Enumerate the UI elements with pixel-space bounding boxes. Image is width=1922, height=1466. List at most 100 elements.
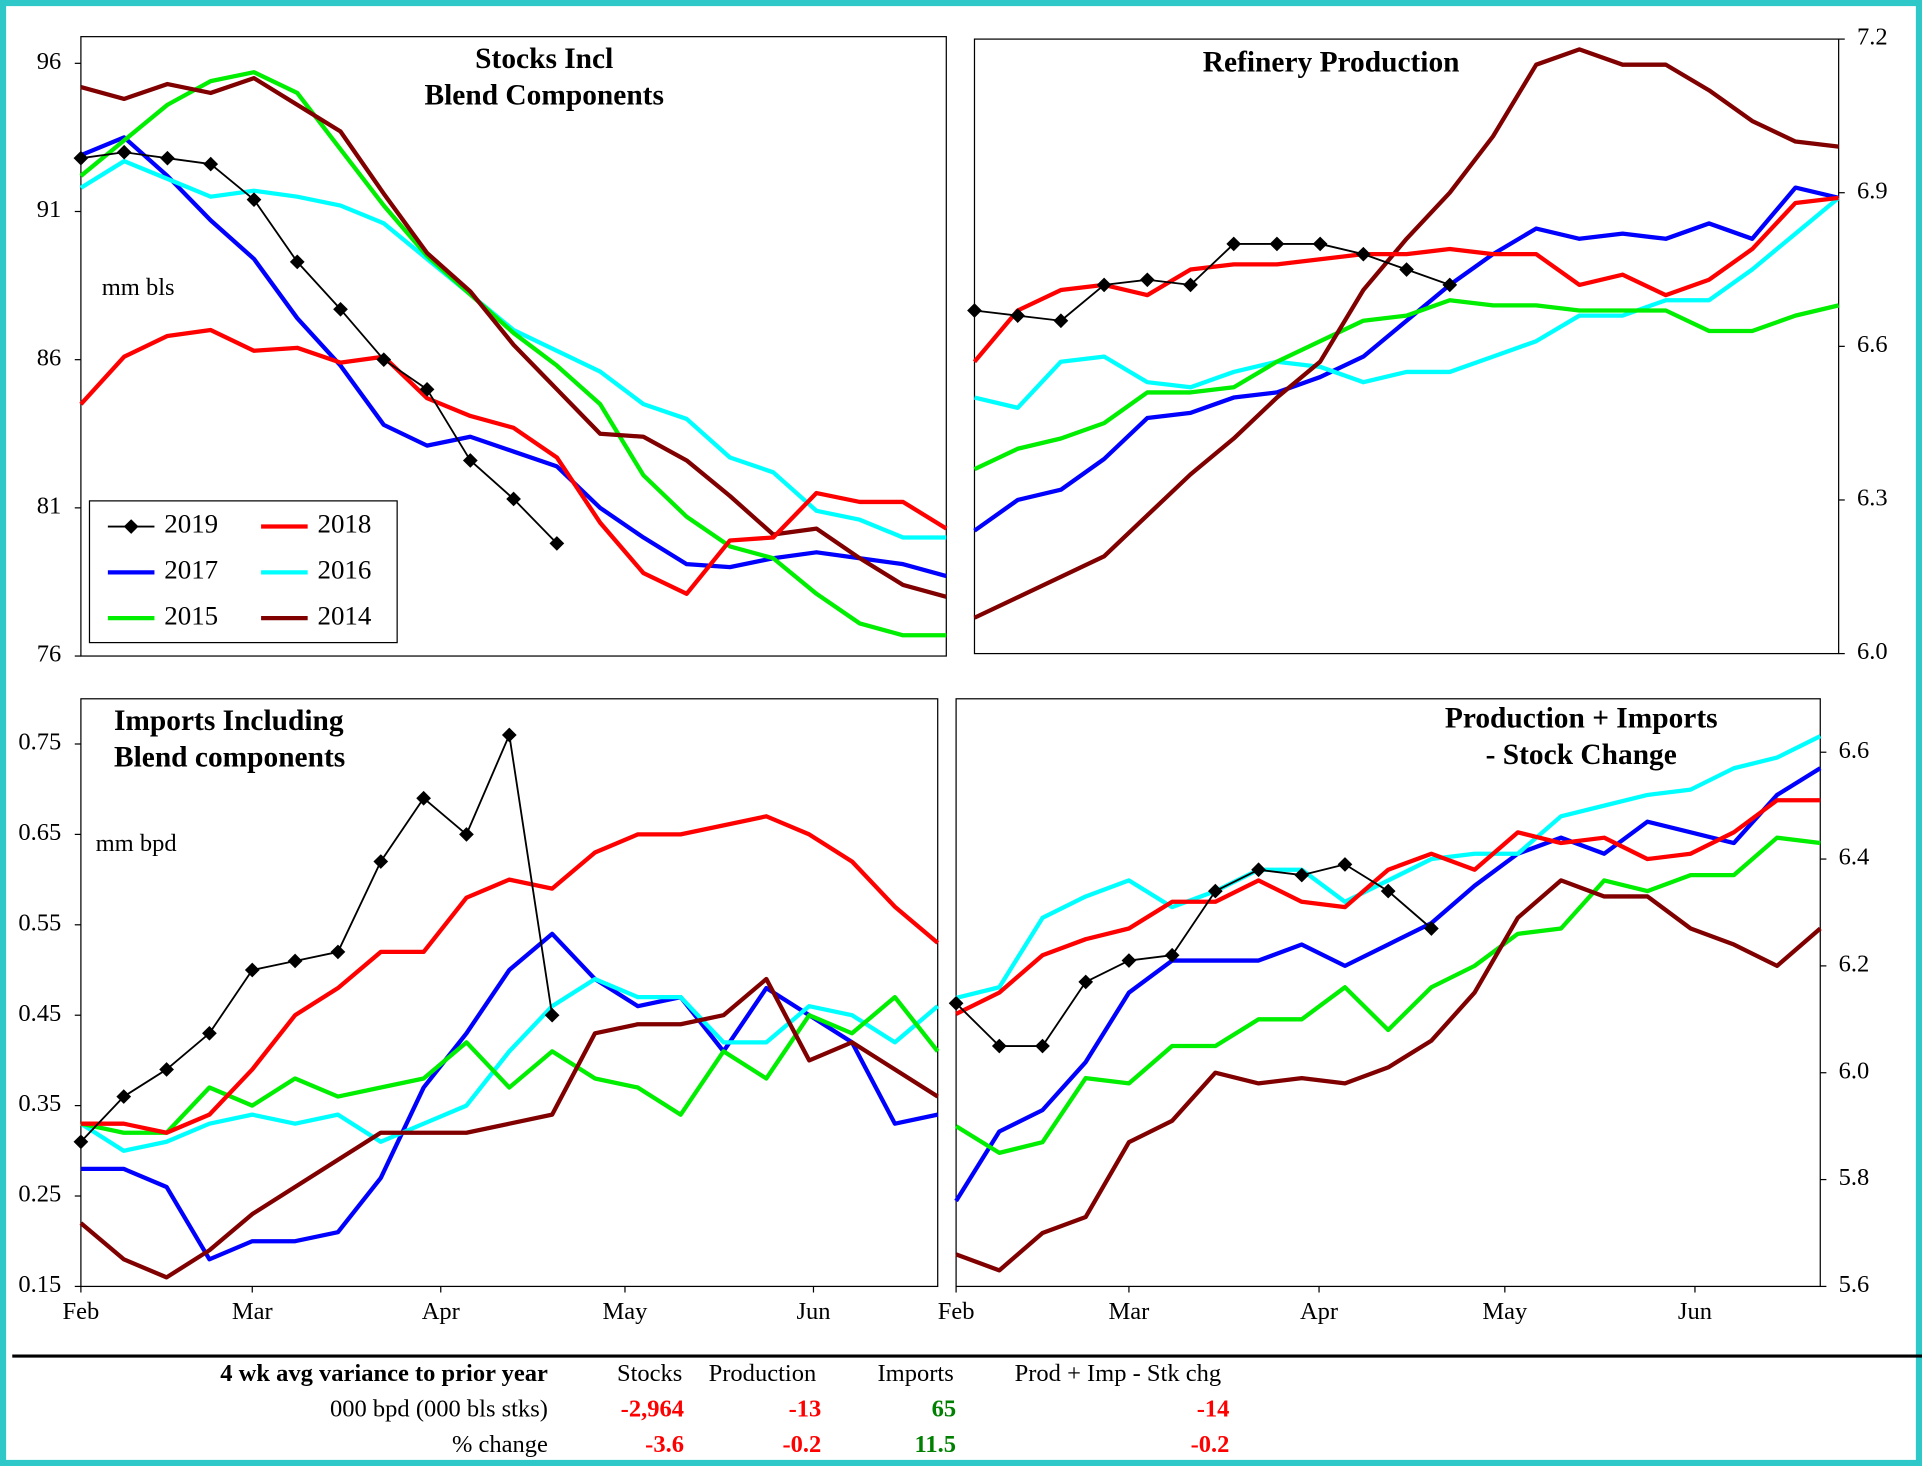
table-header: 4 wk avg variance to prior year [220,1360,548,1387]
x-tick-label: Feb [938,1298,975,1325]
y-tick-label: 6.4 [1839,844,1870,871]
x-tick-label: May [603,1298,649,1325]
y-axis-label: mm bpd [96,830,177,857]
table-value: -0.2 [782,1431,821,1458]
table-value: -0.2 [1191,1431,1230,1458]
table-header: Production [709,1360,817,1387]
point-marker [1053,313,1069,329]
y-tick-label: 0.15 [18,1271,61,1298]
y-tick-label: 6.0 [1857,638,1888,665]
table-value: -3.6 [645,1431,684,1458]
point-marker [1035,1038,1050,1054]
series-line [80,151,558,545]
point-marker [1337,857,1353,872]
plot-area [955,698,1821,1288]
point-marker [376,352,392,368]
table-value: -2,964 [621,1396,684,1423]
point-marker [244,962,260,978]
legend-label: 2014 [317,600,371,630]
table-header: Stocks [617,1360,682,1387]
point-marker [373,854,389,869]
point-marker [1096,277,1112,293]
series-line [80,135,947,579]
y-tick-label: 5.8 [1839,1164,1870,1191]
y-tick-label: 81 [37,492,62,519]
y-tick-label: 0.45 [18,1000,61,1027]
chart-title: Refinery Production [1203,47,1460,79]
point-marker [991,1038,1007,1054]
series-line [955,878,1822,1273]
point-marker [1399,262,1414,277]
point-marker [1010,308,1026,323]
series-line [972,195,1839,364]
legend-label: 2016 [317,555,371,585]
row-label: % change [452,1431,548,1458]
legend-label: 2018 [317,509,371,539]
series-line [79,327,948,596]
point-marker [330,944,346,960]
series-line [973,298,1840,472]
series-line [955,798,1821,1016]
x-tick-label: Jun [796,1298,830,1325]
y-tick-label: 6.2 [1839,951,1870,978]
point-marker [462,453,478,468]
chart-title: - Stock Change [1486,739,1677,771]
point-marker [160,150,175,166]
point-marker [73,150,89,166]
point-marker [948,995,964,1011]
row-label: 000 bpd (000 bls stks) [330,1396,548,1423]
y-tick-label: 7.2 [1857,24,1888,51]
point-marker [506,491,521,507]
y-tick-label: 0.55 [18,909,61,936]
point-marker [544,1007,560,1023]
series-line [973,196,1841,410]
point-marker [416,790,431,806]
chart-title: Imports Including [114,705,344,737]
point-marker [459,827,474,842]
chart-title: Blend Components [425,79,664,111]
x-tick-label: Mar [232,1298,273,1325]
table-value: 11.5 [915,1431,957,1458]
series-line [79,976,939,1280]
y-tick-label: 0.35 [18,1090,61,1117]
y-tick-label: 6.9 [1857,177,1888,204]
x-tick-label: Mar [1109,1298,1150,1325]
x-tick-label: Feb [63,1298,100,1325]
point-marker [1121,953,1137,968]
point-marker [333,301,348,317]
point-marker [73,1134,89,1150]
table-value: -13 [789,1396,822,1423]
table-value: -14 [1197,1396,1230,1423]
series-line [79,70,947,638]
series-line [954,766,1822,1203]
y-tick-label: 0.65 [18,819,61,846]
legend-label: 2017 [164,555,218,585]
series-line [973,185,1840,533]
point-marker [1139,272,1155,288]
series-line [954,835,1821,1156]
point-marker [1442,277,1458,293]
legend-label: 2015 [164,600,218,630]
y-tick-label: 6.3 [1857,485,1888,512]
plot-area [80,698,939,1288]
table-header: Imports [878,1360,954,1387]
x-tick-label: May [1482,1298,1528,1325]
y-tick-label: 6.6 [1839,737,1870,764]
y-tick-label: 86 [37,344,62,371]
series-line [80,931,939,1262]
series-line [79,976,940,1153]
table-value: 65 [932,1396,957,1423]
y-tick-label: 96 [37,48,62,75]
point-marker [289,254,305,270]
plot-area [80,36,947,657]
point-marker [1312,236,1328,252]
point-marker [501,727,517,743]
point-marker [1294,867,1310,883]
y-tick-label: 76 [37,641,62,668]
series-line [80,734,554,1143]
y-tick-label: 6.6 [1857,331,1888,358]
series-line [973,47,1839,620]
point-marker [246,192,262,207]
